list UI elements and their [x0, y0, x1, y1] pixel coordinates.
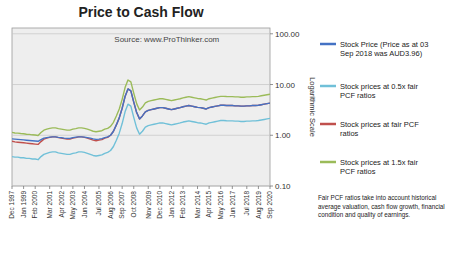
x-tick-label: Nov 2009	[145, 191, 152, 219]
x-tick-label: Mar 2014	[194, 191, 201, 219]
x-tick	[110, 186, 111, 189]
x-tick	[171, 186, 172, 189]
x-tick	[12, 186, 13, 189]
legend-entry: Stock prices at fair PCFratios	[340, 120, 419, 138]
y-axis-label: Logarithmic Scale	[308, 77, 317, 137]
y-tick-label: 100.00	[275, 30, 300, 39]
annotation: Source: www.ProThinker.com	[114, 35, 219, 44]
legend-entry: Stock prices at 1.5x fairPCF ratios	[340, 158, 418, 176]
x-tick-label: May 2016	[217, 191, 225, 220]
x-tick-label: Jan 2012	[168, 191, 175, 218]
x-tick-label: Aug 2006	[107, 191, 115, 219]
x-tick	[270, 186, 271, 189]
y-tick-label: 10.00	[275, 81, 296, 90]
x-tick	[84, 186, 85, 189]
x-tick-label: Jul 2005	[95, 191, 102, 216]
plot-area	[12, 28, 270, 186]
x-tick	[197, 186, 198, 189]
x-tick	[246, 186, 247, 189]
series-line	[12, 104, 270, 160]
x-tick	[23, 186, 24, 189]
x-tick	[183, 186, 184, 189]
x-tick	[35, 186, 36, 189]
y-tick-label: 0.10	[275, 182, 291, 191]
chart: Price to Cash Flow 0.10 1.00 10.00 100.00 Log…	[0, 0, 474, 260]
legend-entry: Stock prices at 0.5x fairPCF ratios	[340, 82, 418, 100]
y-tick	[270, 84, 273, 85]
x-tick	[220, 186, 221, 189]
x-tick	[159, 186, 160, 189]
x-tick-label: Sep 2007	[118, 191, 126, 219]
x-tick-label: Feb 2013	[179, 191, 186, 219]
x-tick	[72, 186, 73, 189]
x-tick-label: Apr 2015	[205, 191, 213, 218]
x-tick	[133, 186, 134, 189]
legend-entry: Stock Price (Price as at 03Sep 2018 was …	[340, 40, 428, 58]
legend-swatch	[320, 85, 336, 88]
x-tick-label: Dec 1997	[8, 191, 15, 219]
grid-line	[12, 135, 270, 136]
x-tick-label: Oct 2008	[130, 191, 137, 218]
x-tick	[61, 186, 62, 189]
x-tick	[122, 186, 123, 189]
x-tick-label: Jul 2018	[243, 191, 250, 216]
x-tick-label: Feb 2000	[31, 191, 38, 219]
x-tick-label: Aug 2019	[255, 191, 263, 219]
x-tick-label: Dec 2010	[156, 191, 163, 219]
series-group	[12, 80, 270, 160]
x-tick	[148, 186, 149, 189]
x-tick	[49, 186, 50, 189]
grid-line	[12, 84, 270, 85]
y-tick-label: 1.00	[275, 131, 291, 140]
x-tick	[98, 186, 99, 189]
grid-line	[12, 186, 270, 187]
series-line	[12, 80, 270, 136]
title: Price to Cash Flow	[78, 4, 203, 20]
x-tick-label: Jun 2017	[229, 191, 236, 218]
x-tick	[258, 186, 259, 189]
x-tick-label: Sep 2020	[266, 191, 274, 219]
y-tick	[270, 33, 273, 34]
legend-swatch	[320, 43, 336, 46]
series-line	[12, 89, 270, 141]
footnote: Fair PCF ratios take into account histor…	[318, 194, 445, 219]
x-tick	[232, 186, 233, 189]
legend-swatch	[320, 123, 336, 126]
x-tick	[209, 186, 210, 189]
y-tick	[270, 186, 273, 187]
y-tick	[270, 135, 273, 136]
x-tick-label: Apr 2002	[58, 191, 66, 218]
x-tick-label: Jun 2004	[81, 191, 88, 218]
legend-swatch	[320, 161, 336, 164]
x-tick-label: Jan 1999	[20, 191, 27, 218]
x-tick-label: May 2003	[69, 191, 77, 220]
series-line	[12, 89, 270, 145]
x-tick-label: Mar 2001	[46, 191, 53, 219]
